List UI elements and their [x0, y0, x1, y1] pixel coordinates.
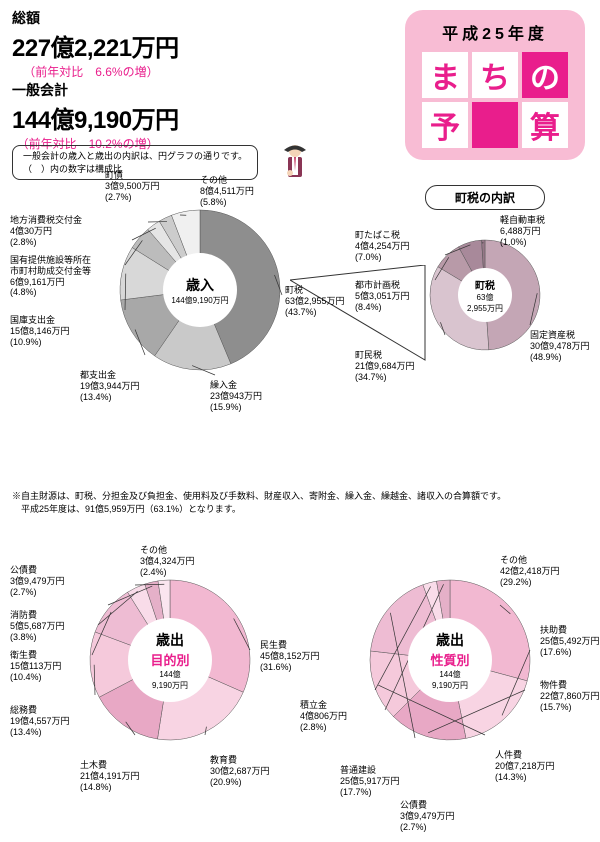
pie-slice-label: 町民税21億9,684万円(34.7%) [355, 350, 415, 382]
footnote-line-2: 平成25年度は、91億5,959万円（63.1%）となります。 [12, 503, 506, 516]
tax-center: 町税 63億 2,955万円 [458, 268, 512, 322]
pie-slice-label: 繰入金23億943万円(15.9%) [210, 380, 262, 412]
tax-center-title: 町税 [475, 277, 495, 292]
badge-grid: ま ち の 予 算 [405, 52, 585, 148]
pie-slice-label: 衛生費15億113万円(10.4%) [10, 650, 61, 682]
tax-breakdown-title: 町税の内訳 [425, 185, 545, 210]
totals-block: 総額 227億2,221万円 （前年対比 6.6%の増） 一般会計 144億9,… [12, 8, 179, 152]
pie-slice-label: 地方消費税交付金4億30万円(2.8%) [10, 215, 82, 247]
purpose-center: 歳出 目的別 144億 9,190万円 [128, 618, 212, 702]
pie-slice-label: 普通建設25億5,917万円(17.7%) [340, 765, 400, 797]
pie-slice-label: 消防費5億5,687万円(3.8%) [10, 610, 65, 642]
pie-slice-label: 人件費20億7,218万円(14.3%) [495, 750, 555, 782]
nature-center-sub: 144億 9,190万円 [432, 669, 468, 691]
general-value: 144億9,190万円 [12, 100, 179, 135]
badge-cell: 予 [422, 102, 468, 148]
total-value: 227億2,221万円 [12, 28, 179, 63]
nature-center-cat: 性質別 [430, 650, 469, 669]
pie-slice-label: 町たばこ税4億4,254万円(7.0%) [355, 230, 410, 262]
tax-center-sub: 2,955万円 [467, 303, 503, 314]
pie-slice-label: 国庫支出金15億8,146万円(10.9%) [10, 315, 70, 347]
badge-cell: ち [472, 52, 518, 98]
revenue-pie-center: 歳入 144億9,190万円 [163, 253, 237, 327]
nature-center-title: 歳出 [436, 630, 464, 650]
total-comparison: （前年対比 6.6%の増） [12, 63, 179, 80]
pie-slice-label: 固定資産税30億9,478万円(48.9%) [530, 330, 590, 362]
revenue-section: 歳入 144億9,190万円 町税の内訳 町税 63億 2,955万円 町税63… [0, 170, 600, 480]
header-section: 総額 227億2,221万円 （前年対比 6.6%の増） 一般会計 144億9,… [0, 0, 600, 170]
tax-center-amount: 63億 [477, 292, 494, 303]
badge-cell [472, 102, 518, 148]
pie-slice-label: 公債費3億9,479万円(2.7%) [400, 800, 455, 832]
badge-cell: の [522, 52, 568, 98]
footnote-line-1: ※自主財源は、町税、分担金及び負担金、使用料及び手数料、財産収入、寄附金、繰入金… [12, 490, 506, 503]
purpose-center-sub: 144億 9,190万円 [152, 669, 188, 691]
pie-slice-label: 町税63億2,955万円(43.7%) [285, 285, 345, 317]
pie-slice-label: 軽自動車税6,488万円(1.0%) [500, 215, 545, 247]
purpose-center-title: 歳出 [156, 630, 184, 650]
pie-slice-label: 積立金4億806万円(2.8%) [300, 700, 347, 732]
badge-cell: ま [422, 52, 468, 98]
general-label: 一般会計 [12, 80, 179, 100]
pie-slice-label: 都支出金19億3,944万円(13.4%) [80, 370, 140, 402]
footnote: ※自主財源は、町税、分担金及び負担金、使用料及び手数料、財産収入、寄附金、繰入金… [0, 490, 518, 515]
nature-center: 歳出 性質別 144億 9,190万円 [408, 618, 492, 702]
pie-slice-label: 総務費19億4,557万円(13.4%) [10, 705, 70, 737]
pie-slice-label: 都市計画税5億3,051万円(8.4%) [355, 280, 410, 312]
pie-slice-label: 町債3億9,500万円(2.7%) [105, 170, 160, 202]
expense-section: 歳出 目的別 144億 9,190万円 歳出 性質別 144億 9,190万円 … [0, 530, 600, 840]
pie-slice-label: その他8億4,511万円(5.8%) [200, 175, 254, 207]
note-line-1: 一般会計の歳入と歳出の内訳は、円グラフの通りです。 [23, 151, 247, 161]
pie-slice-label: その他42億2,418万円(29.2%) [500, 555, 560, 587]
revenue-center-title: 歳入 [186, 275, 214, 295]
pie-slice-label: 民生費45億8,152万円(31.6%) [260, 640, 320, 672]
pie-slice-label: 教育費30億2,687万円(20.9%) [210, 755, 270, 787]
purpose-center-cat: 目的別 [150, 650, 189, 669]
year-badge: 平成25年度 ま ち の 予 算 [405, 10, 585, 160]
badge-year: 平成25年度 [405, 20, 585, 44]
pie-slice-label: 公債費3億9,479万円(2.7%) [10, 565, 65, 597]
pie-slice-label: 土木費21億4,191万円(14.8%) [80, 760, 140, 792]
pie-slice-label: 国有提供施設等所在市町村助成交付金等6億9,161万円(4.8%) [10, 255, 91, 298]
pie-slice-label: 物件費22億7,860万円(15.7%) [540, 680, 600, 712]
revenue-center-sub: 144億9,190万円 [171, 295, 228, 306]
total-label: 総額 [12, 8, 179, 28]
badge-cell: 算 [522, 102, 568, 148]
pie-slice-label: その他3億4,324万円(2.4%) [140, 545, 195, 577]
pie-slice-label: 扶助費25億5,492万円(17.6%) [540, 625, 600, 657]
